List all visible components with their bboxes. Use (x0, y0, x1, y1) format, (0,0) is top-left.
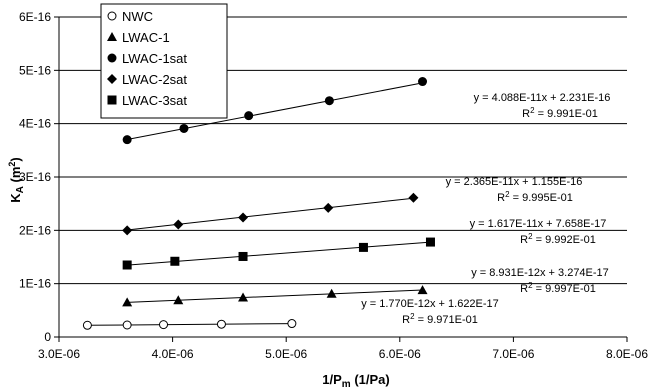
data-point (173, 219, 184, 230)
x-tick-label: 8.0E-06 (606, 347, 648, 361)
legend-label: NWC (122, 9, 153, 24)
y-tick-label: 4E-16 (19, 117, 51, 131)
data-point (122, 260, 132, 270)
data-points (82, 77, 435, 330)
data-point (238, 212, 249, 223)
data-point (408, 192, 419, 203)
x-axis-title-main: 1/P (322, 372, 342, 387)
data-point (82, 320, 92, 330)
x-axis-title-tail: (1/Pa) (351, 372, 390, 387)
x-tick-label: 5.0E-06 (265, 347, 307, 361)
fit-r-squared: R2 = 9.971E-01 (402, 312, 478, 326)
y-tick-label: 1E-16 (19, 277, 51, 291)
data-point (287, 319, 297, 329)
y-axis-title-sup: 2 (7, 162, 17, 167)
legend-marker (107, 74, 117, 84)
data-point (358, 242, 368, 252)
y-axis-title-main: K (8, 193, 23, 203)
data-point (170, 256, 180, 266)
fit-r-squared: R2 = 9.995E-01 (497, 190, 573, 204)
fit-r-squared: R2 = 9.997E-01 (520, 281, 596, 295)
fit-equation: y = 2.365E-11x + 1.155E-16 (446, 176, 583, 188)
data-point (173, 295, 184, 305)
fit-equation: y = 1.617E-11x + 7.658E-17 (470, 218, 607, 230)
x-tick-label: 4.0E-06 (152, 347, 194, 361)
data-point (216, 319, 226, 329)
y-tick-label: 0 (44, 330, 51, 344)
x-tick-label: 3.0E-06 (38, 347, 80, 361)
data-point (238, 251, 248, 261)
fit-equation: y = 8.931E-12x + 3.274E-17 (471, 267, 609, 279)
data-point (179, 123, 189, 133)
data-point (418, 77, 428, 87)
x-axis-title-sub: m (342, 379, 351, 390)
y-axis-title-sub: A (15, 186, 26, 193)
legend-marker (107, 11, 117, 21)
y-tick-label: 2E-16 (19, 223, 51, 237)
data-point (323, 202, 334, 213)
fit-equation: y = 4.088E-11x + 2.231E-16 (474, 92, 611, 104)
trendline-3 (127, 197, 414, 231)
y-tick-label: 6E-16 (19, 10, 51, 24)
x-axis-title: 1/Pm (1/Pa) (322, 372, 389, 390)
legend-label: LWAC-1 (122, 30, 170, 45)
data-point (122, 297, 133, 307)
legend: NWC LWAC-1 LWAC-1sat LWAC-2sat LWAC-3sat (100, 3, 228, 119)
trend-lines (87, 82, 431, 326)
x-tick-label: 7.0E-06 (492, 347, 534, 361)
fit-r-squared: R2 = 9.991E-01 (522, 106, 598, 120)
legend-marker (107, 32, 117, 41)
data-point (417, 285, 428, 295)
trendline-0 (87, 323, 292, 326)
legend-label: LWAC-2sat (122, 72, 187, 87)
data-point (238, 292, 249, 302)
data-point (244, 111, 254, 121)
data-point (159, 320, 169, 330)
y-axis-title: KA (m2) (7, 157, 26, 202)
fit-equation: y = 1.770E-12x + 1.622E-17 (361, 298, 499, 310)
legend-box (100, 3, 228, 119)
data-point (122, 135, 132, 145)
y-axis-title-close: ) (8, 157, 23, 161)
data-point (326, 288, 337, 298)
y-tick-label: 5E-16 (19, 63, 51, 77)
data-point (324, 96, 334, 106)
trendline-2 (127, 82, 423, 141)
data-point (425, 237, 435, 247)
y-axis-title-unit: (m (8, 167, 23, 187)
fit-equations: y = 1.770E-12x + 1.622E-17 R2 = 9.971E-01… (361, 92, 610, 326)
y-tick-label: 3E-16 (19, 170, 51, 184)
axes (54, 16, 628, 342)
data-point (122, 320, 132, 330)
x-tick-label: 6.0E-06 (379, 347, 421, 361)
legend-label: LWAC-1sat (122, 51, 187, 66)
legend-items: NWC LWAC-1 LWAC-1sat LWAC-2sat LWAC-3sat (107, 9, 187, 108)
legend-marker (107, 53, 117, 63)
legend-label: LWAC-3sat (122, 93, 187, 108)
legend-marker (107, 95, 117, 105)
fit-r-squared: R2 = 9.992E-01 (520, 232, 596, 246)
tick-labels: 0 1E-16 2E-16 3E-16 4E-16 5E-16 6E-16 3.0E-06 4.… (19, 10, 648, 361)
data-point (122, 225, 133, 236)
